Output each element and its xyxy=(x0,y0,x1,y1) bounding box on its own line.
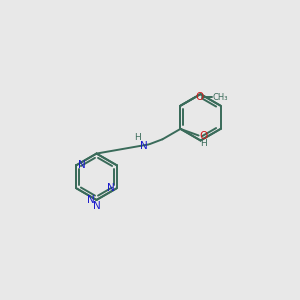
Text: H: H xyxy=(134,133,141,142)
Text: H: H xyxy=(200,139,207,148)
Text: CH₃: CH₃ xyxy=(212,93,228,102)
Text: O: O xyxy=(195,92,203,102)
Text: N: N xyxy=(79,160,86,170)
Text: N: N xyxy=(140,141,148,151)
Text: N: N xyxy=(87,195,94,205)
Text: O: O xyxy=(199,130,208,140)
Text: N: N xyxy=(107,183,115,193)
Text: N: N xyxy=(93,202,101,212)
